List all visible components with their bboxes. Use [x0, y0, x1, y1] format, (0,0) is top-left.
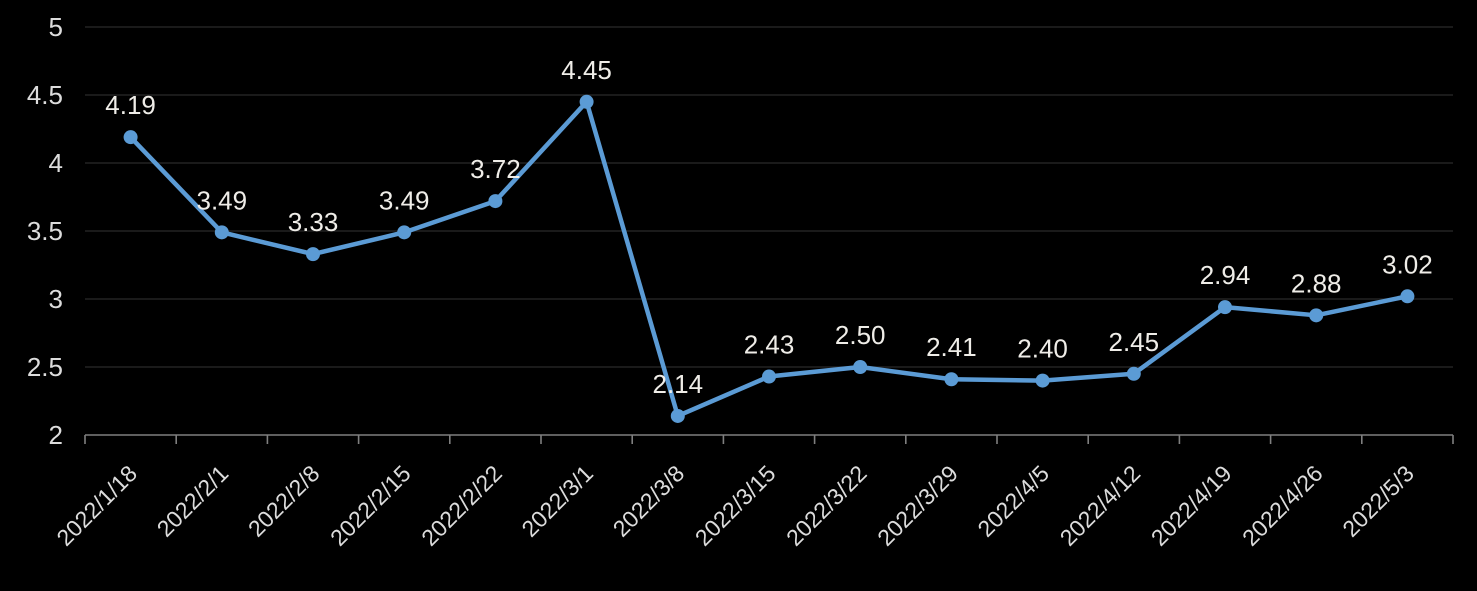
y-tick-label: 5	[49, 12, 63, 42]
data-point-label: 3.02	[1382, 249, 1433, 279]
data-point-marker	[488, 194, 503, 209]
data-point-marker	[397, 225, 412, 240]
data-point-label: 2.94	[1200, 260, 1251, 290]
x-tick-label: 2022/3/8	[608, 460, 690, 542]
y-tick-label: 2.5	[27, 352, 63, 382]
data-point-label: 3.49	[196, 185, 247, 215]
data-point-label: 2.88	[1291, 268, 1342, 298]
x-tick-label: 2022/3/29	[872, 460, 963, 551]
data-point-marker	[1309, 308, 1324, 323]
data-point-marker	[1035, 373, 1050, 388]
data-point-marker	[1218, 300, 1232, 315]
data-point-label: 2.14	[652, 369, 703, 399]
data-point-marker	[306, 247, 320, 262]
x-tick-label: 2022/2/8	[243, 460, 325, 542]
data-point-marker	[762, 369, 776, 384]
data-point-marker	[123, 130, 138, 145]
data-point-label: 4.19	[105, 90, 156, 120]
x-tick-label: 2022/2/22	[416, 460, 507, 551]
data-point-label: 3.33	[288, 207, 339, 237]
data-point-label: 2.50	[835, 320, 886, 350]
x-tick-label: 2022/3/1	[516, 460, 598, 542]
data-point-label: 2.40	[1017, 334, 1068, 364]
data-point-label: 3.72	[470, 154, 521, 184]
data-point-marker	[1126, 366, 1141, 381]
x-tick-label: 2022/2/15	[325, 460, 416, 551]
data-point-label: 3.49	[379, 185, 430, 215]
x-tick-label: 2022/2/1	[152, 460, 234, 542]
data-point-label: 2.45	[1108, 327, 1159, 357]
x-tick-label: 2022/3/15	[690, 460, 781, 551]
y-tick-label: 3.5	[27, 216, 63, 246]
x-tick-label: 2022/4/5	[972, 460, 1054, 542]
data-point-marker	[853, 360, 868, 374]
y-tick-label: 2	[49, 420, 63, 450]
x-tick-label: 2022/4/19	[1146, 460, 1237, 551]
data-point-marker	[579, 94, 594, 109]
data-point-marker	[670, 408, 685, 423]
x-tick-label: 2022/5/3	[1337, 460, 1419, 542]
data-point-label: 2.41	[926, 332, 977, 362]
y-tick-label: 4	[49, 148, 63, 178]
data-point-label: 4.45	[561, 55, 612, 85]
y-tick-label: 4.5	[27, 80, 63, 110]
data-point-marker	[1400, 289, 1415, 304]
y-tick-label: 3	[49, 284, 63, 314]
x-tick-label: 2022/3/22	[781, 460, 872, 551]
series-line	[128, 99, 1410, 419]
data-point-marker	[944, 372, 959, 387]
data-point-marker	[214, 225, 229, 240]
x-tick-label: 2022/4/26	[1237, 460, 1328, 551]
data-point-label: 2.43	[744, 330, 795, 360]
x-tick-label: 2022/1/18	[51, 460, 142, 551]
x-tick-label: 2022/4/12	[1055, 460, 1146, 551]
